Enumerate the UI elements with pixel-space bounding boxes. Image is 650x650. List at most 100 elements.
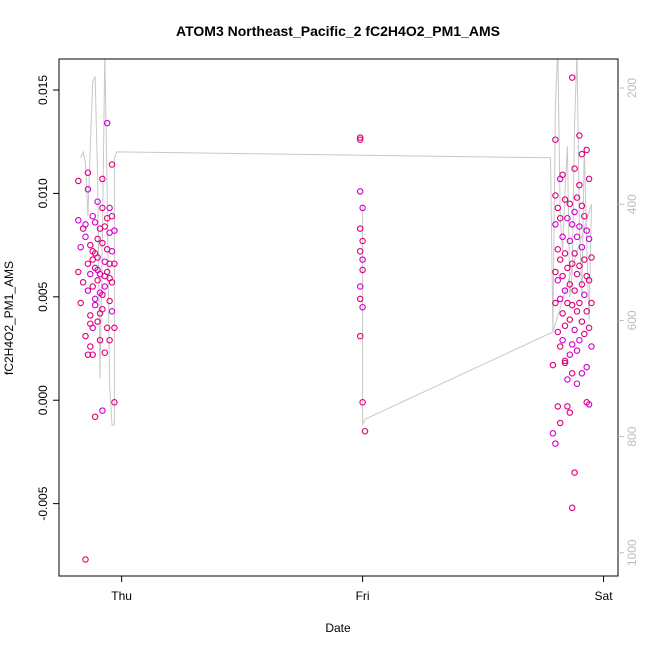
data-point (91, 219, 99, 226)
data-point (571, 287, 578, 294)
data-point (106, 204, 113, 212)
data-point (578, 281, 586, 288)
data-point (106, 274, 113, 282)
data-point (87, 343, 94, 350)
y-tick-label: 0.015 (36, 75, 50, 105)
data-point (583, 146, 590, 154)
data-point (585, 175, 593, 183)
y-tick-label: 0.005 (36, 281, 50, 311)
data-point (566, 237, 574, 245)
data-point (573, 347, 581, 354)
data-point (356, 136, 364, 143)
data-point (87, 241, 94, 249)
data-point (556, 419, 564, 427)
data-point (573, 308, 581, 315)
data-point (564, 214, 571, 222)
data-point (578, 150, 586, 158)
data-point (568, 370, 576, 377)
data-point (91, 295, 99, 303)
data-point (94, 277, 101, 284)
data-point (573, 270, 581, 278)
data-point (571, 250, 578, 257)
data-point (82, 221, 89, 228)
data-point (566, 409, 574, 416)
data-point (552, 221, 559, 228)
data-point (111, 260, 118, 267)
data-point (111, 324, 118, 332)
data-point (101, 223, 109, 230)
data-point (103, 324, 111, 332)
data-point (99, 239, 106, 247)
data-point (552, 192, 559, 199)
data-point (571, 326, 578, 334)
data-point (356, 332, 364, 340)
data-point (556, 214, 564, 222)
data-point (89, 351, 96, 358)
data-point (561, 357, 569, 365)
data-point (576, 181, 583, 189)
data-point (77, 299, 84, 307)
data-point (356, 134, 364, 141)
data-point (583, 363, 590, 371)
data-point (573, 194, 581, 201)
data-point (559, 336, 566, 344)
x-tick-label: Sat (595, 589, 614, 603)
right-tick-label: 1000 (625, 539, 639, 566)
data-point (581, 256, 588, 263)
data-point (578, 243, 586, 251)
data-point (576, 132, 583, 139)
data-point (571, 469, 578, 476)
data-point (566, 351, 574, 358)
data-point (96, 310, 104, 317)
data-point (564, 264, 571, 272)
data-point (573, 233, 581, 241)
data-point (573, 380, 581, 387)
data-point (75, 177, 82, 185)
data-point (576, 262, 583, 270)
data-point (568, 74, 576, 81)
data-point (568, 504, 576, 512)
data-point (111, 227, 118, 234)
data-point (568, 221, 576, 228)
data-point (554, 403, 562, 410)
data-point (554, 246, 562, 253)
data-point (554, 204, 562, 212)
data-point (568, 301, 576, 309)
data-point (94, 318, 101, 325)
data-point (564, 403, 571, 410)
right-tick-label: 400 (625, 194, 639, 214)
data-point (99, 407, 106, 414)
data-point (87, 312, 94, 319)
data-point (75, 217, 82, 224)
data-point (356, 248, 364, 255)
data-point (559, 310, 566, 317)
data-point (87, 270, 94, 278)
data-point (559, 171, 566, 179)
data-point (106, 297, 113, 305)
data-point (585, 401, 593, 408)
data-point (571, 165, 578, 172)
data-point (359, 266, 366, 274)
plot-area (75, 59, 595, 563)
data-point (82, 332, 89, 340)
data-point (89, 256, 96, 263)
data-point (552, 299, 559, 307)
data-point (356, 225, 364, 232)
data-point (84, 287, 92, 294)
data-point (576, 336, 583, 344)
data-point (554, 328, 562, 336)
data-point (581, 212, 588, 220)
data-point (91, 413, 99, 421)
x-axis-label: Date (325, 621, 351, 635)
data-point (588, 299, 595, 307)
data-point (84, 169, 92, 176)
data-point (108, 161, 116, 168)
data-point (576, 223, 583, 230)
data-point (106, 260, 113, 267)
data-point (581, 291, 588, 299)
data-point (568, 260, 576, 267)
data-point (556, 343, 564, 350)
right-tick-label: 200 (625, 78, 639, 98)
right-tick-label: 600 (625, 310, 639, 330)
